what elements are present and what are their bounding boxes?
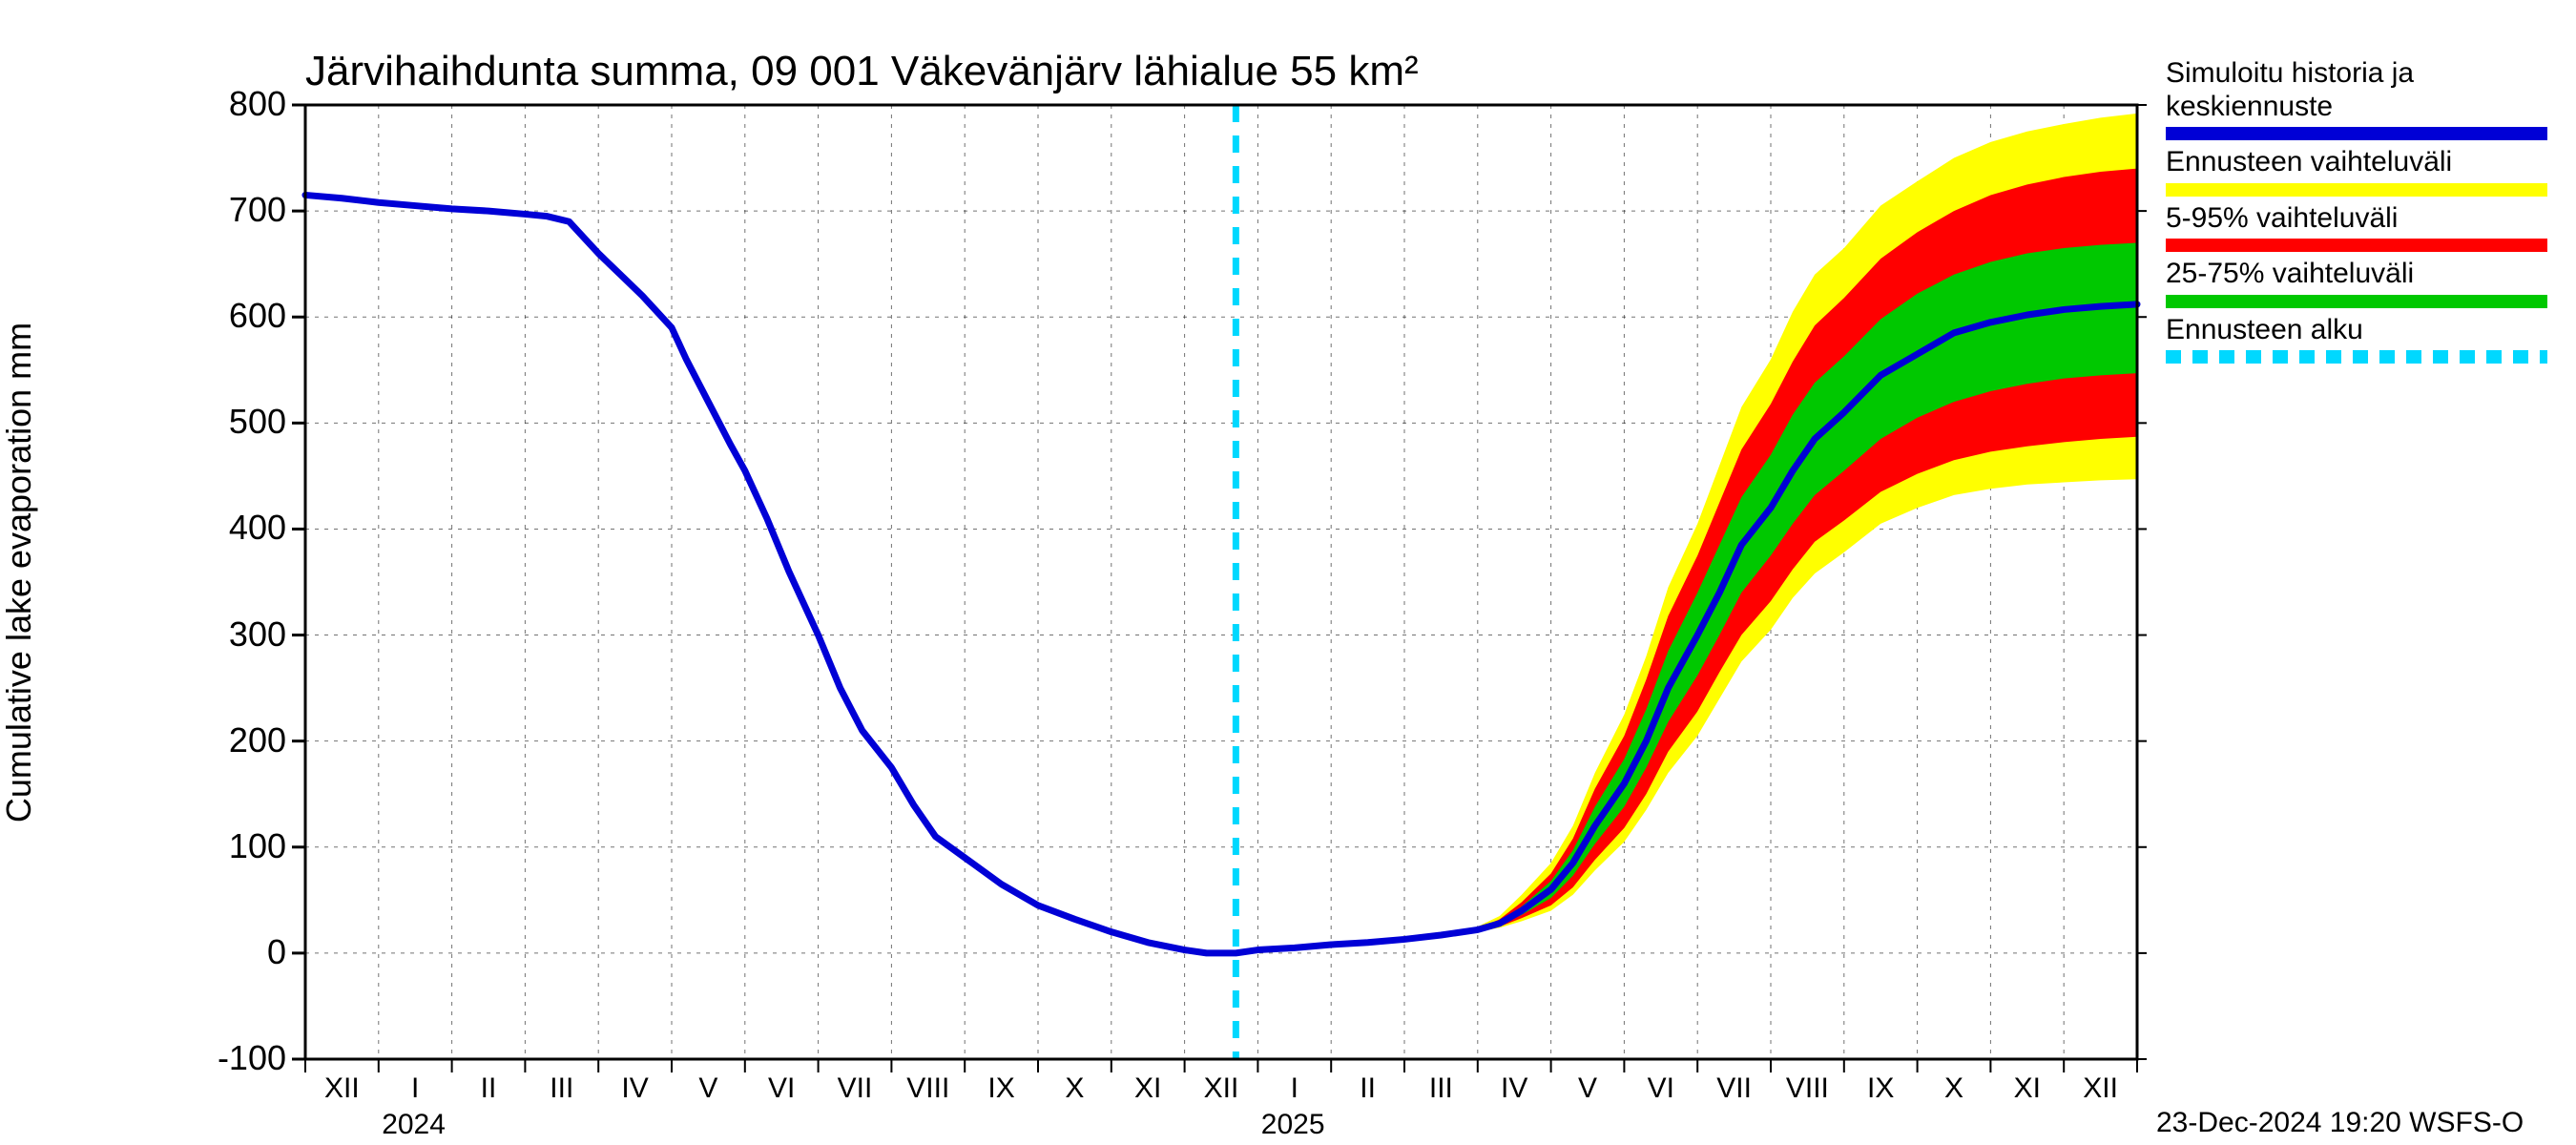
x-tick-label: IV [1485,1072,1543,1105]
y-tick-label: -100 [200,1038,286,1078]
x-tick-label: IV [607,1072,664,1105]
x-tick-label: VIII [1778,1072,1836,1105]
legend-label: 5-95% vaihteluväli [2166,202,2566,236]
x-tick-label: VII [1706,1072,1763,1105]
footer-timestamp: 23-Dec-2024 19:20 WSFS-O [2156,1107,2524,1139]
legend-entry: Ennusteen vaihteluväli [2166,146,2566,197]
x-tick-label: V [1559,1072,1616,1105]
legend-label: Simuloitu historia ja [2166,57,2566,91]
x-tick-label: XI [1999,1072,2056,1105]
x-tick-label: VII [826,1072,883,1105]
y-tick-label: 100 [200,826,286,866]
y-tick-label: 600 [200,296,286,336]
x-tick-label: II [1340,1072,1397,1105]
x-tick-label: XII [1193,1072,1250,1105]
x-tick-label: IX [973,1072,1030,1105]
legend-label: keskiennuste [2166,91,2566,124]
x-tick-label: I [1266,1072,1323,1105]
x-tick-label: III [533,1072,591,1105]
legend-swatch [2166,183,2547,197]
x-tick-label: I [386,1072,444,1105]
chart-title: Järvihaihdunta summa, 09 001 Väkevänjärv… [305,48,1419,95]
legend-swatch [2166,127,2547,140]
legend-swatch [2166,239,2547,252]
y-tick-label: 500 [200,402,286,442]
y-tick-label: 700 [200,190,286,230]
y-tick-label: 200 [200,720,286,760]
legend-entry: Simuloitu historia jakeskiennuste [2166,57,2566,140]
x-tick-label: VI [1632,1072,1690,1105]
x-tick-label: X [1925,1072,1983,1105]
y-tick-label: 0 [200,932,286,972]
x-tick-label: XII [313,1072,370,1105]
legend-entry: Ennusteen alku [2166,314,2566,364]
x-tick-label: XII [2072,1072,2129,1105]
x-tick-label: V [679,1072,737,1105]
x-tick-label: VIII [900,1072,957,1105]
x-tick-label: VI [753,1072,810,1105]
y-tick-label: 400 [200,508,286,548]
legend-swatch [2166,350,2547,364]
y-tick-label: 800 [200,84,286,124]
legend-label: 25-75% vaihteluväli [2166,258,2566,291]
x-tick-label: III [1412,1072,1469,1105]
legend-label: Ennusteen alku [2166,314,2566,347]
legend-entry: 25-75% vaihteluväli [2166,258,2566,308]
y-axis-label: Cumulative lake evaporation mm [0,323,39,822]
x-tick-label: II [460,1072,517,1105]
x-tick-label: XI [1119,1072,1176,1105]
x-tick-label: X [1046,1072,1103,1105]
legend: Simuloitu historia jakeskiennuste Ennuste… [2166,57,2566,369]
legend-entry: 5-95% vaihteluväli [2166,202,2566,253]
x-tick-label: IX [1852,1072,1909,1105]
x-year-label: 2025 [1261,1109,1325,1141]
x-year-label: 2024 [382,1109,446,1141]
legend-swatch [2166,295,2547,308]
legend-label: Ennusteen vaihteluväli [2166,146,2566,179]
y-tick-label: 300 [200,614,286,655]
